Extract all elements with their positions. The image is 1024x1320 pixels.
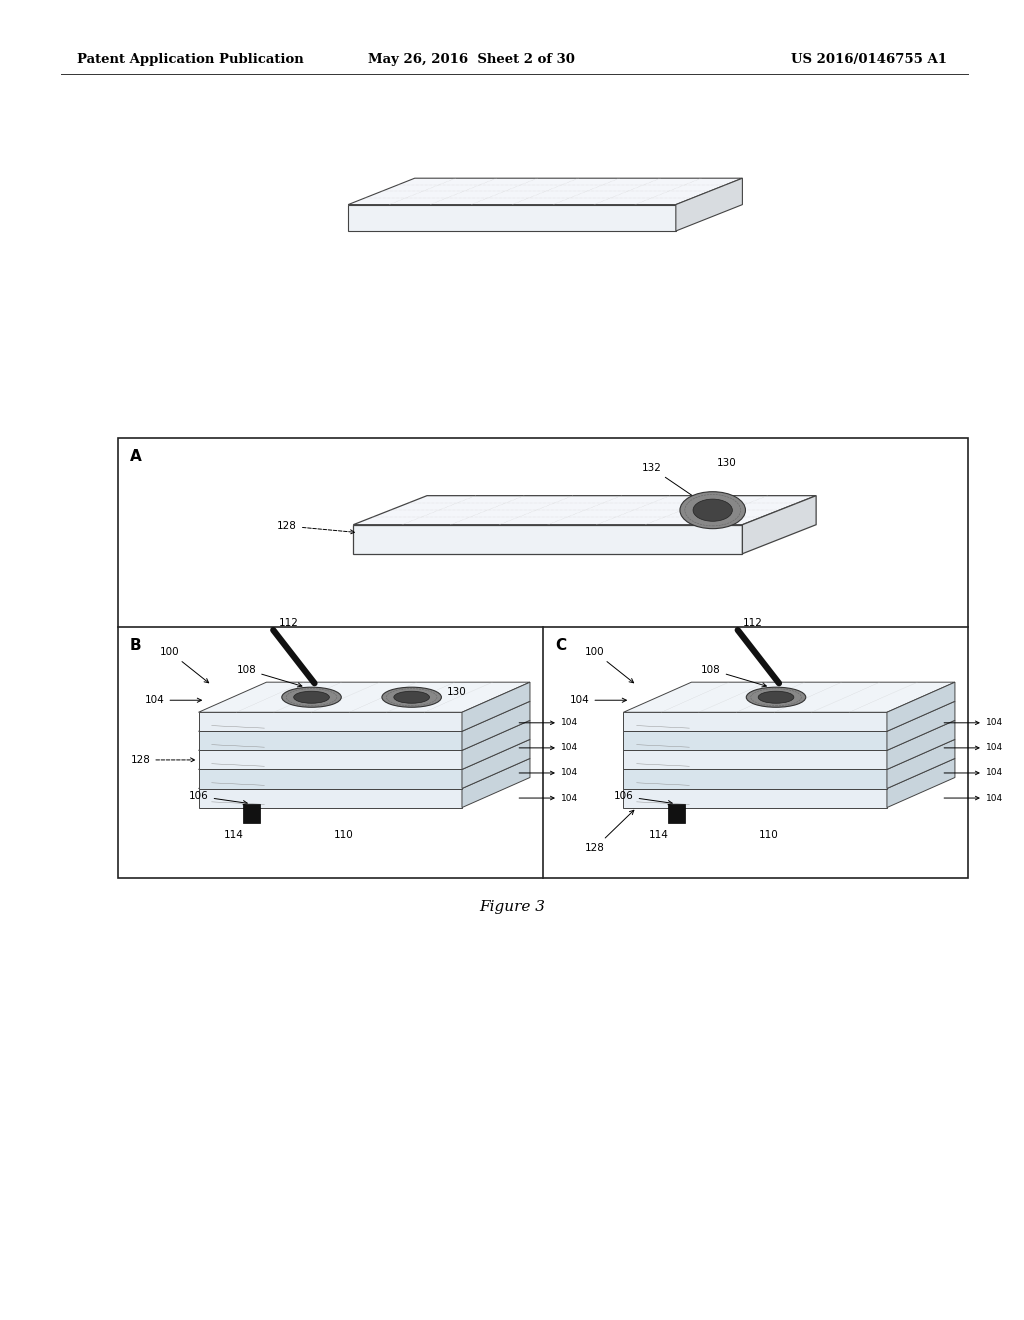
- Text: 114: 114: [649, 830, 669, 840]
- Polygon shape: [668, 804, 685, 822]
- Text: 130: 130: [446, 688, 466, 697]
- Text: US 2016/0146755 A1: US 2016/0146755 A1: [792, 53, 947, 66]
- Polygon shape: [353, 495, 816, 524]
- Polygon shape: [348, 178, 742, 205]
- Text: 128: 128: [586, 810, 634, 853]
- Ellipse shape: [382, 688, 441, 708]
- Polygon shape: [887, 721, 955, 770]
- Polygon shape: [624, 759, 955, 788]
- Text: 100: 100: [586, 647, 634, 682]
- Polygon shape: [199, 739, 530, 770]
- Polygon shape: [462, 759, 530, 808]
- Polygon shape: [624, 770, 887, 788]
- Text: B: B: [130, 638, 141, 652]
- Text: 114: 114: [224, 830, 244, 840]
- Text: 104: 104: [944, 793, 1002, 803]
- Text: 110: 110: [334, 830, 353, 840]
- Text: 104: 104: [519, 718, 578, 727]
- Text: C: C: [555, 638, 566, 652]
- Ellipse shape: [746, 688, 806, 708]
- Text: Figure 3: Figure 3: [479, 900, 545, 915]
- Text: 108: 108: [237, 665, 302, 686]
- Polygon shape: [462, 721, 530, 770]
- Text: 112: 112: [279, 618, 298, 627]
- Polygon shape: [887, 682, 955, 731]
- Polygon shape: [887, 759, 955, 808]
- Ellipse shape: [758, 692, 794, 704]
- Polygon shape: [462, 701, 530, 750]
- Polygon shape: [624, 701, 955, 731]
- Text: 104: 104: [569, 696, 627, 705]
- Text: 104: 104: [519, 768, 578, 777]
- Bar: [118, 438, 968, 878]
- Text: Patent Application Publication: Patent Application Publication: [77, 53, 303, 66]
- Polygon shape: [624, 750, 887, 770]
- Polygon shape: [199, 731, 462, 750]
- Text: A: A: [130, 449, 141, 463]
- Polygon shape: [199, 759, 530, 788]
- Text: 112: 112: [742, 618, 763, 627]
- Text: 104: 104: [944, 768, 1002, 777]
- Text: 104: 104: [519, 743, 578, 752]
- Polygon shape: [199, 721, 530, 750]
- Polygon shape: [624, 731, 887, 750]
- Ellipse shape: [693, 499, 732, 521]
- Text: 106: 106: [189, 791, 248, 805]
- Polygon shape: [199, 788, 462, 808]
- Text: 110: 110: [759, 830, 778, 840]
- Polygon shape: [676, 178, 742, 231]
- Polygon shape: [462, 682, 530, 731]
- Polygon shape: [624, 739, 955, 770]
- Ellipse shape: [282, 688, 341, 708]
- Text: 100: 100: [161, 647, 209, 682]
- Polygon shape: [462, 739, 530, 788]
- Polygon shape: [199, 682, 530, 713]
- Polygon shape: [348, 205, 676, 231]
- Text: 104: 104: [944, 743, 1002, 752]
- Polygon shape: [624, 682, 955, 713]
- Text: 106: 106: [614, 791, 673, 805]
- Text: 104: 104: [519, 793, 578, 803]
- Text: 108: 108: [701, 665, 766, 686]
- Text: 130: 130: [717, 458, 736, 467]
- Polygon shape: [243, 804, 260, 822]
- Polygon shape: [353, 524, 742, 554]
- Polygon shape: [624, 713, 887, 731]
- Polygon shape: [624, 721, 955, 750]
- Text: 132: 132: [642, 463, 699, 500]
- Ellipse shape: [680, 491, 745, 528]
- Polygon shape: [199, 713, 462, 731]
- Polygon shape: [887, 701, 955, 750]
- Ellipse shape: [394, 692, 429, 704]
- Polygon shape: [199, 750, 462, 770]
- Text: 104: 104: [944, 718, 1002, 727]
- Text: 128: 128: [278, 521, 354, 535]
- Polygon shape: [887, 739, 955, 788]
- Polygon shape: [199, 701, 530, 731]
- Text: 104: 104: [144, 696, 202, 705]
- Polygon shape: [624, 788, 887, 808]
- Text: 128: 128: [130, 755, 195, 764]
- Polygon shape: [742, 495, 816, 554]
- Polygon shape: [199, 770, 462, 788]
- Ellipse shape: [294, 692, 330, 704]
- Text: May 26, 2016  Sheet 2 of 30: May 26, 2016 Sheet 2 of 30: [368, 53, 574, 66]
